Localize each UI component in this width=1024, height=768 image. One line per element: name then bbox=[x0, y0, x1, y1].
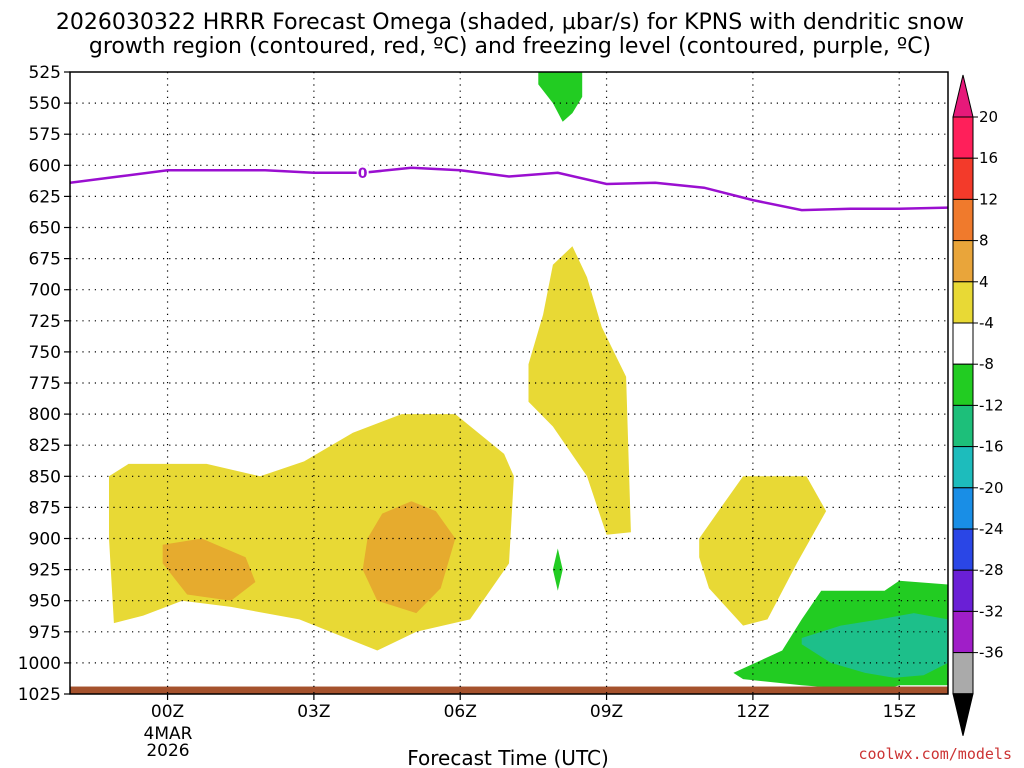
colorbar-bottom-arrow bbox=[952, 693, 974, 736]
y-tick-label: 550 bbox=[29, 94, 61, 114]
x-date-month: 4MAR bbox=[144, 724, 193, 744]
y-tick-label: 625 bbox=[29, 187, 61, 207]
colorbar-tick-label: -16 bbox=[979, 438, 1004, 456]
x-tick-label: 09Z bbox=[590, 702, 623, 722]
colorbar-segment bbox=[952, 569, 974, 612]
omega-region-8 bbox=[801, 613, 948, 678]
y-tick-label: 725 bbox=[29, 312, 61, 332]
x-date-year: 2026 bbox=[146, 741, 189, 761]
omega-region-3 bbox=[528, 246, 631, 535]
colorbar-segment bbox=[952, 446, 974, 489]
omega-region-0 bbox=[109, 414, 514, 651]
colorbar-tick-label: -4 bbox=[979, 314, 994, 332]
omega-shading bbox=[109, 72, 948, 692]
grid bbox=[70, 72, 948, 694]
colorbar-tick-label: -28 bbox=[979, 561, 1004, 579]
colorbar-tick-label: 16 bbox=[979, 149, 998, 167]
colorbar-tick-label: 20 bbox=[979, 108, 998, 126]
x-tick-label: 06Z bbox=[444, 702, 477, 722]
colorbar-segment bbox=[952, 487, 974, 530]
colorbar-segment bbox=[952, 157, 974, 200]
chart-title-line1: 2026030322 HRRR Forecast Omega (shaded, … bbox=[56, 10, 964, 35]
y-tick-label: 875 bbox=[29, 498, 61, 518]
omega-region-4 bbox=[699, 476, 827, 626]
x-tick-label: 00Z bbox=[151, 702, 184, 722]
x-tick-label: 12Z bbox=[736, 702, 769, 722]
colorbar-segment bbox=[952, 363, 974, 406]
colorbar-segment bbox=[952, 404, 974, 448]
credit-link[interactable]: coolwx.com/models bbox=[858, 745, 1012, 763]
colorbar-segment bbox=[952, 652, 974, 695]
y-tick-label: 975 bbox=[29, 623, 61, 643]
y-axis: 525 550 575 600 625 650 675 700 725 750 775 800 825 8… bbox=[18, 63, 70, 705]
colorbar: 20 16 12 8 4 -4 -8 -12 -16 -20 -24 -28 -32 -36 bbox=[952, 74, 1004, 736]
omega-region-5 bbox=[538, 72, 583, 122]
omega-region-1 bbox=[162, 538, 256, 601]
freezing-level-contour: 0 bbox=[70, 164, 948, 212]
y-tick-label: 1025 bbox=[18, 685, 61, 705]
y-tick-label: 1000 bbox=[18, 654, 61, 674]
colorbar-tick-label: 4 bbox=[979, 273, 989, 291]
colorbar-tick-label: -8 bbox=[979, 355, 994, 373]
freezing-label-bg bbox=[356, 164, 369, 181]
y-tick-label: 775 bbox=[29, 374, 61, 394]
colorbar-tick-label: -12 bbox=[979, 396, 1004, 414]
colorbar-segment bbox=[952, 281, 974, 324]
y-tick-label: 850 bbox=[29, 467, 61, 487]
colorbar-tick-label: -24 bbox=[979, 520, 1004, 538]
omega-region-2 bbox=[362, 501, 456, 614]
y-tick-label: 700 bbox=[29, 281, 61, 301]
colorbar-segment bbox=[952, 116, 974, 159]
colorbar-tick-label: -36 bbox=[979, 644, 1004, 662]
chart-title-line2: growth region (contoured, red, ºC) and f… bbox=[89, 34, 931, 59]
y-tick-label: 900 bbox=[29, 530, 61, 550]
y-tick-label: 600 bbox=[29, 156, 61, 176]
colorbar-tick-label: 12 bbox=[979, 190, 998, 208]
ground-bar bbox=[70, 686, 948, 694]
x-axis: 00Z 03Z 06Z 09Z 12Z 15Z bbox=[151, 694, 916, 722]
colorbar-tick-label: -20 bbox=[979, 479, 1004, 497]
freezing-level-line bbox=[70, 166, 948, 212]
x-tick-label: 15Z bbox=[883, 702, 916, 722]
colorbar-segment bbox=[952, 528, 974, 571]
colorbar-top-arrow bbox=[952, 74, 974, 118]
x-axis-label: Forecast Time (UTC) bbox=[407, 746, 609, 768]
y-tick-label: 950 bbox=[29, 592, 61, 612]
y-tick-label: 825 bbox=[29, 436, 61, 456]
y-tick-label: 750 bbox=[29, 343, 61, 363]
ground-fill bbox=[70, 686, 948, 694]
y-tick-label: 525 bbox=[29, 63, 61, 83]
y-tick-label: 800 bbox=[29, 405, 61, 425]
colorbar-segment bbox=[952, 240, 974, 283]
freezing-level-label: 0 bbox=[358, 166, 368, 182]
colorbar-tick-label: -32 bbox=[979, 602, 1004, 620]
colorbar-segment bbox=[952, 610, 974, 654]
y-tick-label: 675 bbox=[29, 250, 61, 270]
colorbar-segment bbox=[952, 322, 974, 365]
y-tick-label: 925 bbox=[29, 561, 61, 581]
colorbar-tick-label: 8 bbox=[979, 232, 989, 250]
y-tick-label: 575 bbox=[29, 125, 61, 145]
x-tick-label: 03Z bbox=[297, 702, 330, 722]
omega-region-6 bbox=[552, 548, 563, 591]
y-tick-label: 650 bbox=[29, 219, 61, 239]
colorbar-segment bbox=[952, 198, 974, 242]
